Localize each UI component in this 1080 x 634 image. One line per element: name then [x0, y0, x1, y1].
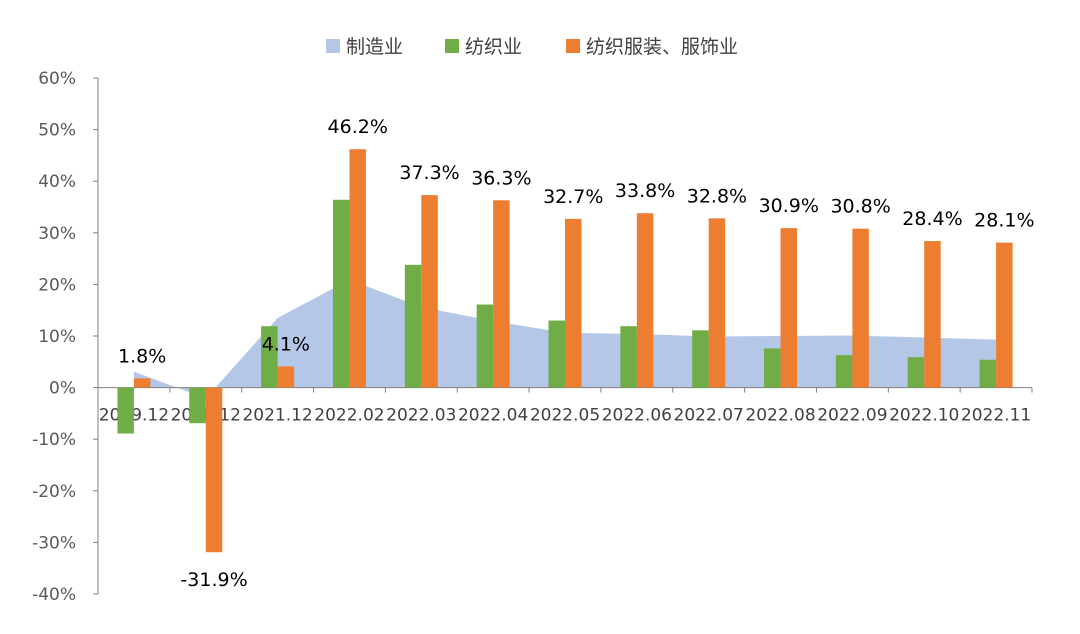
bar-apparel: [636, 213, 654, 388]
y-tick-label: -40%: [32, 585, 76, 605]
data-label: 32.8%: [687, 185, 747, 207]
bar-apparel: [133, 378, 151, 388]
bar-apparel: [708, 218, 726, 388]
data-label: 4.1%: [262, 333, 310, 355]
bar-textile: [476, 304, 494, 388]
bar-apparel: [852, 228, 869, 388]
bar-textile: [835, 355, 853, 388]
y-tick-label: -30%: [32, 533, 76, 553]
bar-apparel: [996, 242, 1013, 388]
bar-textile: [692, 330, 709, 388]
data-label: 28.1%: [974, 210, 1034, 232]
bar-apparel: [277, 366, 295, 388]
x-tick-label: 2021.12: [242, 406, 312, 426]
x-tick-label: 2022.05: [530, 406, 600, 426]
legend-label: 纺织服装、服饰业: [586, 36, 738, 58]
data-label: 1.8%: [118, 345, 166, 367]
data-label: 46.2%: [328, 116, 388, 138]
y-tick-label: 0%: [49, 379, 76, 399]
data-label: 28.4%: [902, 208, 962, 230]
data-label: 37.3%: [399, 162, 459, 184]
bar-apparel: [421, 195, 438, 388]
y-tick-label: 40%: [38, 172, 76, 192]
legend-label: 制造业: [346, 36, 403, 58]
data-labels: 1.8% -31.9% 4.1% 46.2% 37.3% 36.3% 32.7% 33.8% 3…: [118, 116, 1034, 591]
bar-apparel: [205, 387, 223, 553]
data-label: 32.7%: [543, 186, 603, 208]
bar-textile: [548, 320, 565, 388]
bar-textile: [620, 326, 637, 388]
legend-swatch: [326, 39, 340, 53]
legend-swatch: [445, 39, 459, 53]
x-tick-label: 2022.06: [602, 406, 672, 426]
legend-label: 纺织业: [465, 36, 522, 58]
bar-apparel: [493, 200, 510, 388]
bar-apparel: [780, 228, 798, 388]
x-tick-label: 2022.09: [817, 406, 887, 426]
x-tick-label: 2022.10: [889, 406, 959, 426]
bar-series-layer: [117, 149, 1013, 553]
legend: 制造业 纺织业 纺织服装、服饰业: [326, 36, 738, 58]
bar-apparel: [565, 218, 582, 388]
data-label: -31.9%: [180, 569, 247, 591]
x-tick-label: 2022.08: [745, 406, 815, 426]
y-tick-label: -20%: [32, 482, 76, 502]
bar-textile: [261, 326, 278, 388]
bar-apparel: [924, 241, 941, 388]
data-label: 30.9%: [759, 195, 819, 217]
y-tick-label: 50%: [38, 121, 76, 141]
data-label: 33.8%: [615, 180, 675, 202]
y-tick-label: 20%: [38, 275, 76, 295]
bar-textile: [117, 387, 134, 434]
bar-textile: [404, 264, 422, 388]
y-tick-label: 10%: [38, 327, 76, 347]
x-tick-label: 2022.07: [674, 406, 744, 426]
data-label: 36.3%: [471, 167, 531, 189]
bar-textile: [764, 348, 781, 388]
bar-textile: [332, 199, 350, 388]
bar-textile: [979, 359, 997, 388]
bar-textile: [907, 357, 925, 388]
legend-swatch: [566, 39, 580, 53]
x-tick-label: 2022.04: [458, 406, 528, 426]
data-label: 30.8%: [830, 196, 890, 218]
y-tick-label: -10%: [32, 430, 76, 450]
y-tick-label: 60%: [38, 69, 76, 89]
bar-textile: [189, 387, 206, 424]
x-tick-label: 2022.03: [386, 406, 456, 426]
bar-apparel: [349, 149, 366, 388]
x-tick-label: 2022.02: [314, 406, 384, 426]
y-tick-label: 30%: [38, 224, 76, 244]
x-tick-label: 2022.11: [961, 406, 1031, 426]
